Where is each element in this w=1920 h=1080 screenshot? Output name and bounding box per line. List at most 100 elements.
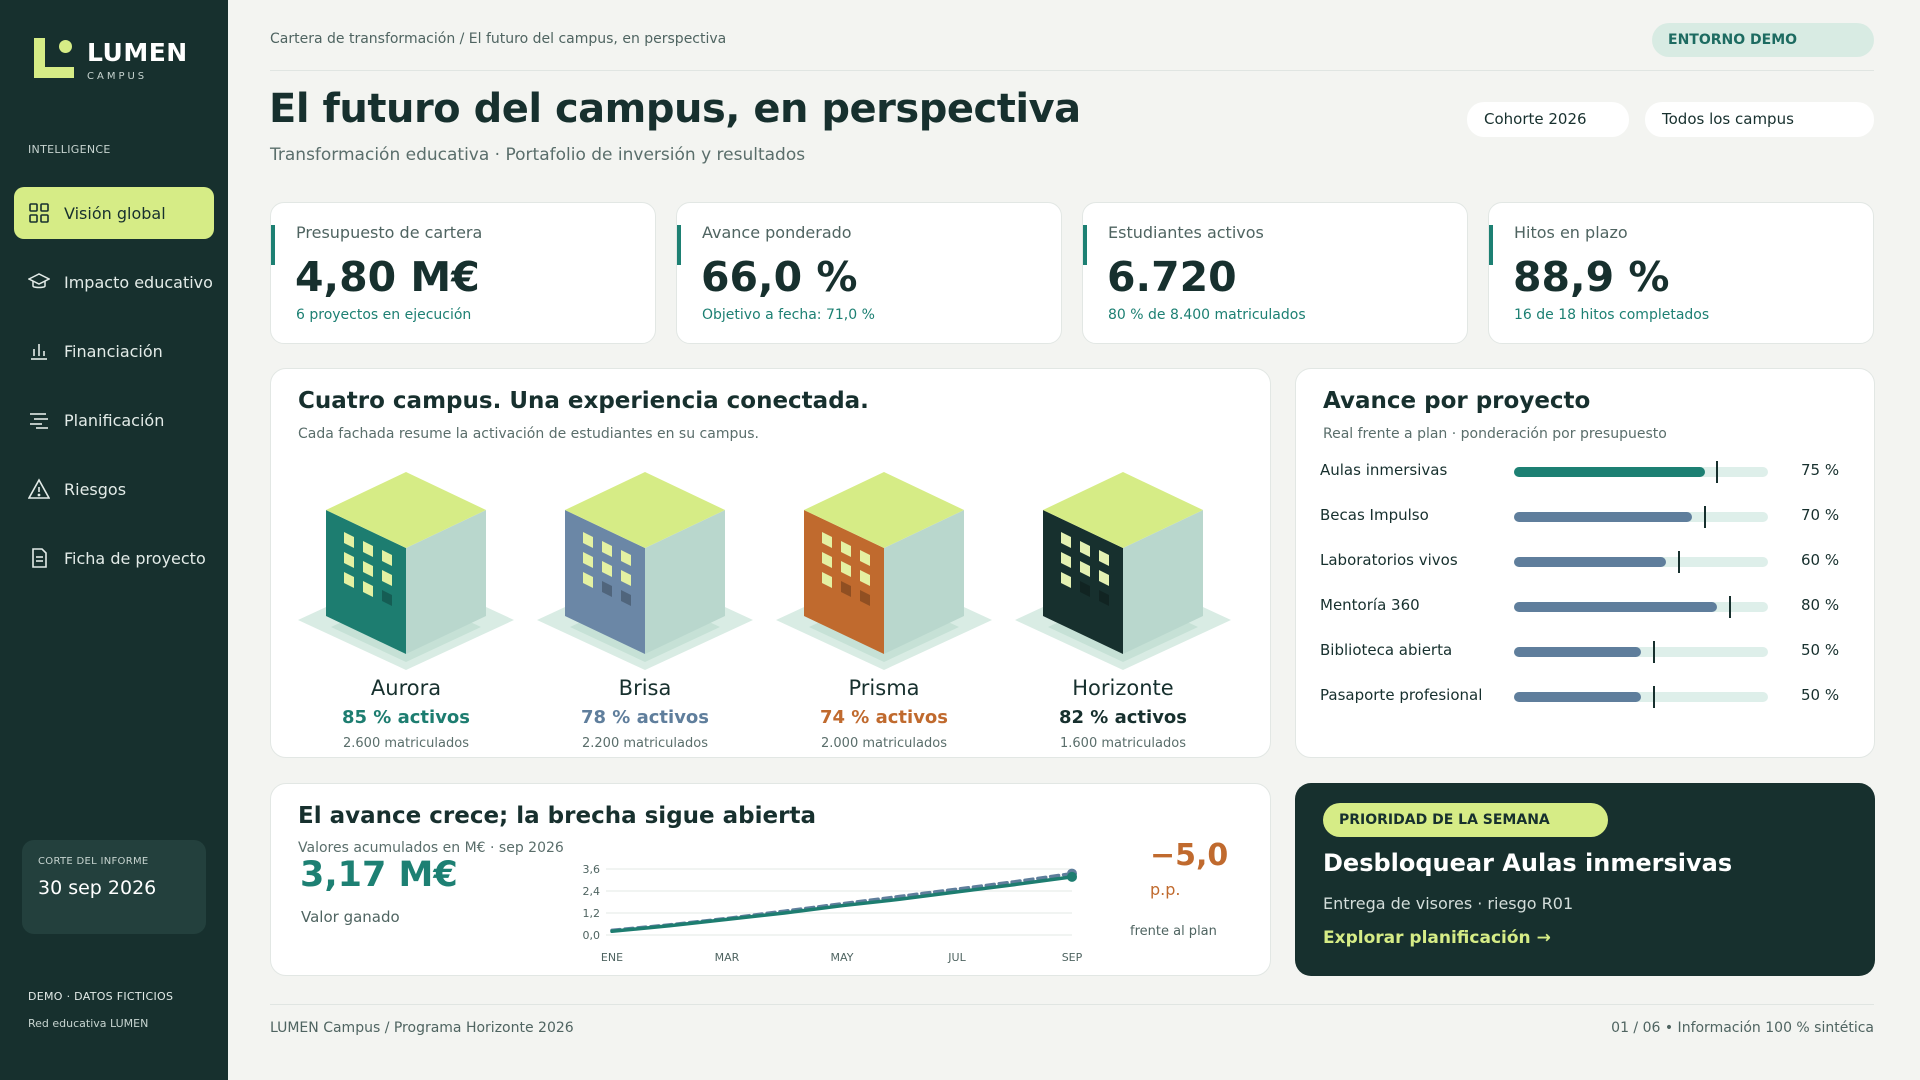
x-tick-label: JUL: [947, 951, 966, 964]
progress-fill-actual: [1514, 557, 1666, 567]
progress-plan-marker: [1653, 641, 1655, 663]
campus-card[interactable]: Prisma 74 % activos 2.000 matriculados: [774, 462, 994, 757]
kpi-card-progress: Avance ponderado 66,0 % Objetivo a fecha…: [676, 202, 1062, 344]
footer-pagination: 01 / 06 • Información 100 % sintética: [1611, 1020, 1874, 1036]
project-percent: 80 %: [1801, 596, 1840, 614]
logo-mark-icon: [32, 36, 76, 80]
x-tick-label: ENE: [601, 951, 623, 964]
report-cut-label: CORTE DEL INFORME: [38, 856, 149, 867]
kpi-value: 4,80 M€: [295, 253, 480, 301]
project-percent: 70 %: [1801, 506, 1840, 524]
sidebar-item-label: Planificación: [64, 410, 165, 430]
sidebar-nav: Visión global Impacto educativo Financia…: [14, 187, 214, 601]
campus-card[interactable]: Horizonte 82 % activos 1.600 matriculado…: [1013, 462, 1233, 757]
earned-value-subtitle: Valores acumulados en M€ · sep 2026: [298, 840, 564, 856]
campus-card[interactable]: Brisa 78 % activos 2.200 matriculados: [535, 462, 755, 757]
progress-fill-actual: [1514, 512, 1692, 522]
campus-active-rate: 82 % activos: [1058, 707, 1188, 728]
campus-enrolled: 2.000 matriculados: [821, 736, 947, 751]
cohort-filter[interactable]: Cohorte 2026: [1467, 102, 1629, 137]
project-progress-title: Avance por proyecto: [1323, 388, 1591, 414]
progress-fill-actual: [1514, 602, 1717, 612]
campus-building-icon: [1015, 472, 1231, 670]
page-title: El futuro del campus, en perspectiva: [269, 86, 1081, 132]
y-tick-label: 3,6: [583, 863, 601, 876]
kpi-label: Avance ponderado: [702, 223, 852, 242]
sidebar-item-planificacion[interactable]: Planificación: [14, 394, 214, 446]
planned-value-line: [610, 871, 1074, 933]
project-progress-subtitle: Real frente a plan · ponderación por pre…: [1323, 426, 1667, 442]
campus-enrolled: 1.600 matriculados: [1060, 736, 1186, 751]
campus-active-rate: 78 % activos: [580, 707, 710, 728]
campus-filter[interactable]: Todos los campus: [1645, 102, 1874, 137]
progress-fill-actual: [1514, 647, 1641, 657]
y-tick-label: 1,2: [583, 907, 601, 920]
kpi-accent-bar: [677, 225, 681, 265]
campus-active-rate: 85 % activos: [341, 707, 471, 728]
project-progress-row[interactable]: Biblioteca abierta 50 %: [1320, 636, 1840, 666]
weekly-priority-card: PRIORIDAD DE LA SEMANA Desbloquear Aulas…: [1295, 783, 1875, 976]
x-tick-label: MAY: [831, 951, 854, 964]
project-progress-row[interactable]: Laboratorios vivos 60 %: [1320, 546, 1840, 576]
campus-building-icon: [537, 472, 753, 670]
kpi-value: 6.720: [1107, 253, 1237, 301]
progress-plan-marker: [1729, 596, 1731, 618]
progress-track: [1514, 686, 1768, 708]
kpi-label: Estudiantes activos: [1108, 223, 1264, 242]
project-progress-row[interactable]: Becas Impulso 70 %: [1320, 501, 1840, 531]
progress-plan-marker: [1704, 506, 1706, 528]
priority-subtitle: Entrega de visores · riesgo R01: [1323, 894, 1574, 913]
campus-enrolled: 2.200 matriculados: [582, 736, 708, 751]
campus-card[interactable]: Aurora 85 % activos 2.600 matriculados: [296, 462, 516, 757]
campus-name: Aurora: [370, 676, 442, 700]
campus-panel-subtitle: Cada fachada resume la activación de est…: [298, 426, 759, 442]
brand-sub: CAMPUS: [87, 71, 148, 82]
brand-logo[interactable]: LUMEN CAMPUS: [32, 36, 188, 82]
progress-track: [1514, 506, 1768, 528]
project-progress-row[interactable]: Mentoría 360 80 %: [1320, 591, 1840, 621]
kpi-note: 6 proyectos en ejecución: [296, 307, 472, 323]
sidebar-item-financiacion[interactable]: Financiación: [14, 325, 214, 377]
sidebar-item-ficha-de-proyecto[interactable]: Ficha de proyecto: [14, 532, 214, 584]
progress-track: [1514, 641, 1768, 663]
project-name: Biblioteca abierta: [1320, 641, 1453, 659]
header-divider: [270, 70, 1874, 71]
project-percent: 50 %: [1801, 686, 1840, 704]
earned-value-line-chart: 0,0 1,2 2,4 3,6 ENE MAR MAY JUL SEP: [583, 863, 1083, 964]
project-progress-row[interactable]: Pasaporte profesional 50 %: [1320, 681, 1840, 711]
y-tick-label: 2,4: [583, 885, 601, 898]
gap-label: frente al plan: [1130, 924, 1217, 939]
progress-plan-marker: [1653, 686, 1655, 708]
project-percent: 75 %: [1801, 461, 1840, 479]
sidebar-item-label: Financiación: [64, 341, 163, 361]
kpi-label: Hitos en plazo: [1514, 223, 1628, 242]
sidebar-item-impacto-educativo[interactable]: Impacto educativo: [14, 256, 214, 308]
series-end-point: [1067, 871, 1077, 882]
project-name: Pasaporte profesional: [1320, 686, 1483, 704]
project-name: Laboratorios vivos: [1320, 551, 1458, 569]
project-percent: 50 %: [1801, 641, 1840, 659]
project-progress-row[interactable]: Aulas inmersivas 75 %: [1320, 456, 1840, 486]
progress-track: [1514, 461, 1768, 483]
gap-value: −5,0: [1150, 838, 1229, 873]
report-cut-card: CORTE DEL INFORME 30 sep 2026: [22, 840, 206, 934]
kpi-note: 16 de 18 hitos completados: [1514, 307, 1710, 323]
progress-fill-actual: [1514, 467, 1705, 477]
kpi-note: 80 % de 8.400 matriculados: [1108, 307, 1306, 323]
sidebar-footer-demo: DEMO · DATOS FICTICIOS: [28, 990, 174, 1003]
sidebar-footer-network: Red educativa LUMEN: [28, 1017, 149, 1030]
x-tick-label: MAR: [715, 951, 740, 964]
explore-planning-link[interactable]: Explorar planificación →: [1323, 928, 1551, 948]
document-icon: [28, 547, 50, 569]
footer-divider: [270, 1004, 1874, 1005]
sidebar-item-riesgos[interactable]: Riesgos: [14, 463, 214, 515]
sidebar-item-vision-global[interactable]: Visión global: [14, 187, 214, 239]
brand-name: LUMEN: [87, 38, 188, 67]
sidebar: LUMEN CAMPUS INTELLIGENCE Visión global …: [0, 0, 228, 1080]
project-name: Becas Impulso: [1320, 506, 1429, 524]
campus-name: Prisma: [848, 676, 920, 700]
breadcrumb[interactable]: Cartera de transformación / El futuro de…: [270, 31, 727, 47]
footer-program: LUMEN Campus / Programa Horizonte 2026: [270, 1020, 574, 1036]
priority-badge: PRIORIDAD DE LA SEMANA: [1323, 803, 1608, 837]
project-name: Aulas inmersivas: [1320, 461, 1448, 479]
